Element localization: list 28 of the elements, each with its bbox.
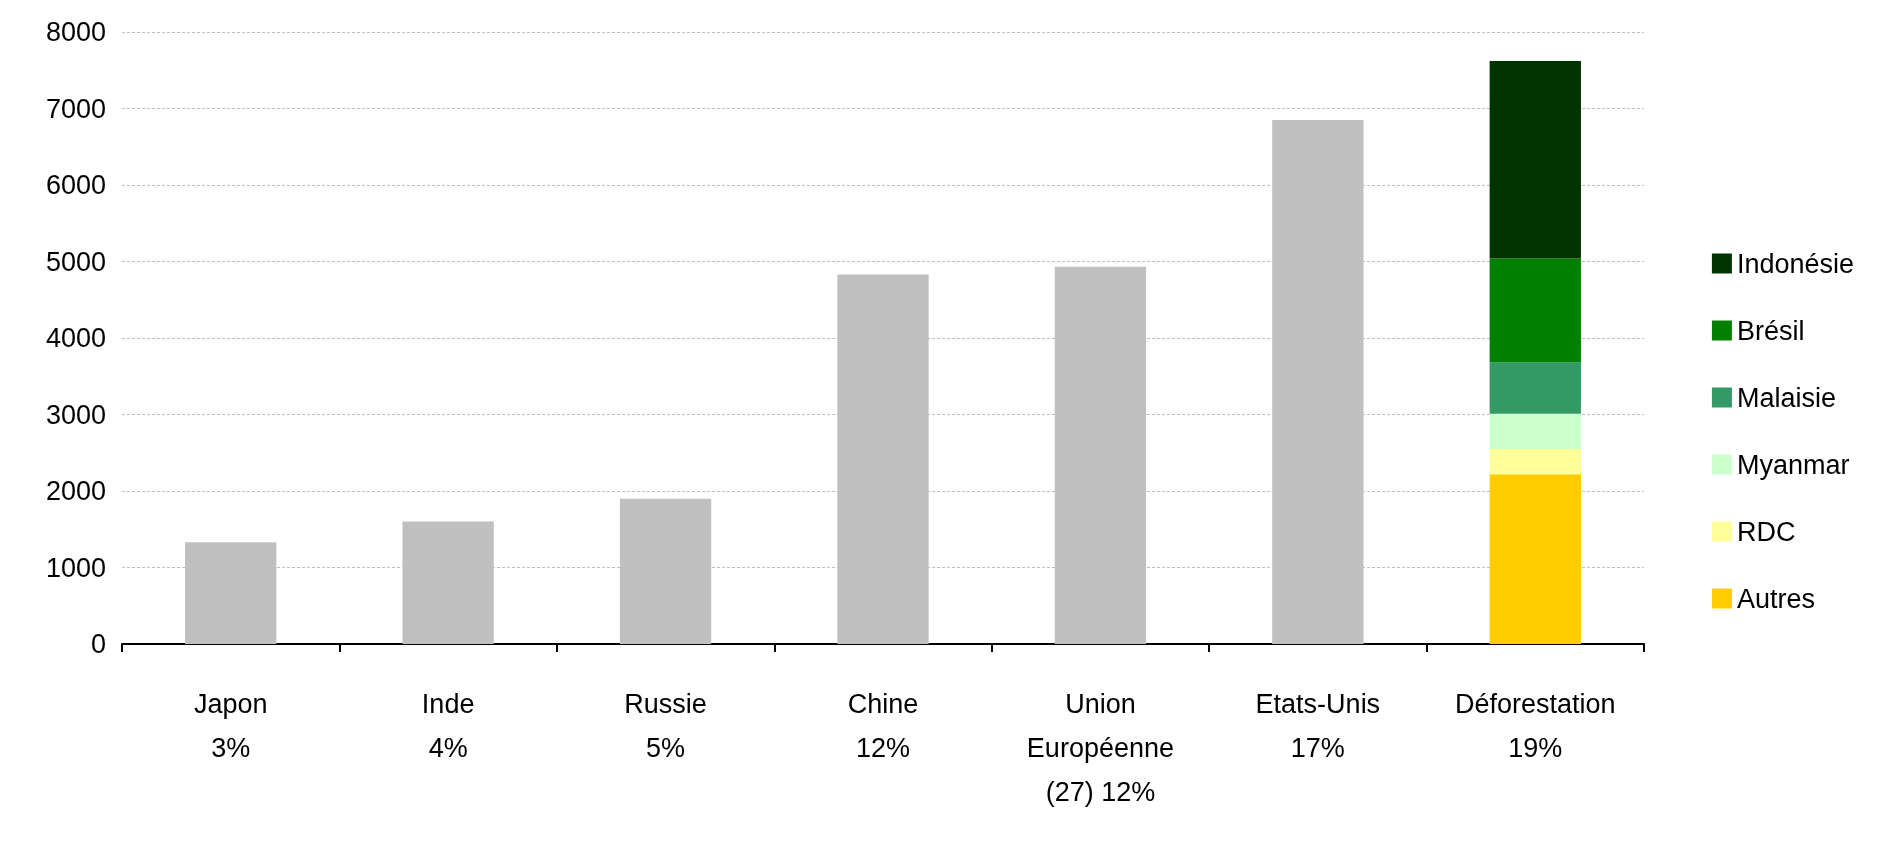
x-tick-label: Union Européenne (27) 12% [1026,689,1174,807]
x-tick-label: Russie 5% [624,689,707,763]
y-tick-label: 1000 [45,552,106,583]
x-tick-label: Chine 12% [847,689,919,763]
legend-label: Indonésie [1736,248,1855,279]
x-tick-label: Inde 4% [421,689,475,763]
y-tick-label: 8000 [45,17,106,47]
bar [1489,474,1581,644]
y-tick-label: 4000 [45,323,106,353]
legend-label: Myanmar [1736,449,1850,480]
x-tick-label: Japon 3% [193,689,268,763]
x-tick-label: Déforestation 19% [1454,689,1616,763]
y-tick-label: 0 [90,629,106,659]
bar [1489,362,1581,414]
legend-label: RDC [1736,516,1796,547]
legend-label: Autres [1736,583,1815,614]
legend-label: Malaisie [1736,382,1836,413]
legend-label: Brésil [1736,315,1805,346]
x-tick-label: Etats-Unis 17% [1255,689,1381,763]
bar [1489,258,1581,363]
bar [1489,61,1581,259]
y-tick-label: 5000 [45,246,106,277]
bar [1489,448,1581,475]
y-tick-label: 7000 [45,93,106,124]
bar [1489,413,1581,449]
y-tick-label: 2000 [45,476,106,506]
y-tick-label: 6000 [45,170,106,200]
y-tick-label: 3000 [45,399,106,430]
